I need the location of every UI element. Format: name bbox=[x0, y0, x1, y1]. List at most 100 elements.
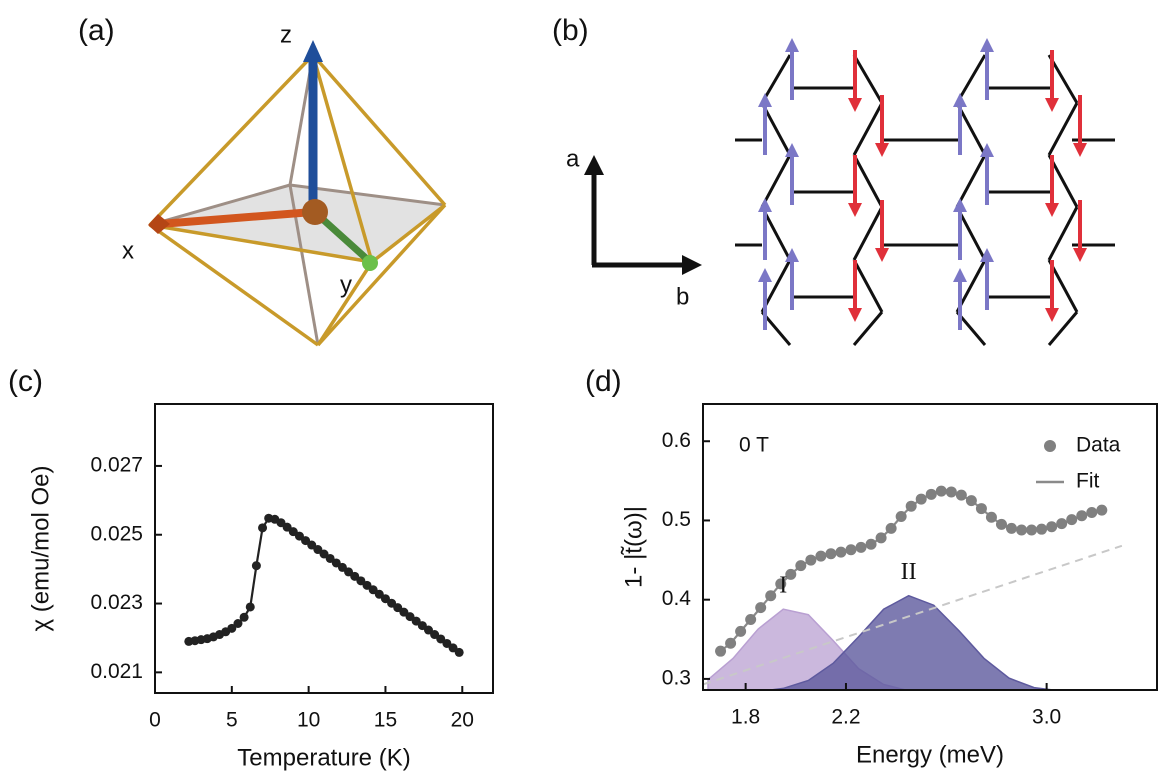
spin-head bbox=[875, 143, 889, 157]
spins bbox=[758, 38, 1087, 330]
data-point bbox=[996, 519, 1007, 530]
data-point bbox=[946, 486, 957, 497]
x-tick-label: 20 bbox=[451, 709, 474, 732]
y-axis-label: 1- |t̃(ω)| bbox=[620, 506, 647, 588]
y-tick-label: 0.023 bbox=[90, 591, 143, 614]
spin-head bbox=[848, 203, 862, 217]
data-point bbox=[966, 495, 977, 506]
spin-head bbox=[758, 198, 772, 212]
panel-b: (b) a b bbox=[552, 14, 1115, 345]
data-point bbox=[1086, 507, 1097, 518]
annotation: 0 T bbox=[739, 434, 769, 457]
x-tick-label: 1.8 bbox=[731, 706, 760, 729]
y-tick-label: 0.025 bbox=[90, 522, 143, 545]
y-tick-label: 0.5 bbox=[662, 508, 691, 531]
data-point bbox=[745, 614, 756, 625]
data-point bbox=[1036, 524, 1047, 535]
bond bbox=[957, 155, 985, 207]
data-point bbox=[240, 613, 249, 622]
spin-head bbox=[980, 38, 994, 52]
axis-name: z bbox=[280, 21, 292, 48]
y-tick-label: 0.6 bbox=[662, 429, 691, 452]
x-axis-label: Energy (meV) bbox=[856, 741, 1004, 768]
data-point bbox=[252, 561, 261, 570]
data-point bbox=[1026, 524, 1037, 535]
x-axis-label: Temperature (K) bbox=[237, 744, 410, 771]
data-point bbox=[896, 511, 907, 522]
spin-head bbox=[758, 93, 772, 107]
panel-label: (c) bbox=[8, 365, 43, 398]
axis-name: a bbox=[566, 145, 580, 172]
peak-label: I bbox=[779, 573, 787, 599]
panel-label: (b) bbox=[552, 14, 589, 47]
data-point bbox=[856, 542, 867, 553]
spin-head bbox=[785, 38, 799, 52]
spin-head bbox=[1045, 98, 1059, 112]
x-tick-label: 5 bbox=[226, 709, 238, 732]
x-tick-label: 0 bbox=[149, 709, 161, 732]
data-point bbox=[755, 602, 766, 613]
data-point bbox=[1016, 524, 1027, 535]
data-point bbox=[956, 490, 967, 501]
data-point bbox=[805, 555, 816, 566]
plot-area bbox=[703, 486, 1122, 695]
spin-head bbox=[1073, 143, 1087, 157]
y-head bbox=[362, 255, 378, 271]
spin-head bbox=[848, 98, 862, 112]
panel-label: (a) bbox=[78, 14, 115, 47]
data-point bbox=[455, 648, 464, 657]
spin-head bbox=[953, 198, 967, 212]
data-point bbox=[258, 523, 267, 532]
spin-head bbox=[875, 248, 889, 262]
data-point bbox=[725, 638, 736, 649]
data-point bbox=[916, 494, 927, 505]
data-point bbox=[976, 503, 987, 514]
data-point bbox=[886, 523, 897, 534]
data-point bbox=[1096, 505, 1107, 516]
x-tick-label: 15 bbox=[374, 709, 397, 732]
data-point bbox=[906, 501, 917, 512]
axis-name: y bbox=[340, 271, 352, 298]
data-point bbox=[715, 646, 726, 657]
page: {"panels": {"a": {"label": "(a)", "axes"… bbox=[0, 0, 1159, 781]
data-point bbox=[1006, 523, 1017, 534]
spin-head bbox=[1045, 308, 1059, 322]
plot-frame bbox=[155, 404, 493, 693]
axis-name: x bbox=[122, 237, 134, 264]
spin-head bbox=[1045, 203, 1059, 217]
data-point bbox=[1066, 514, 1077, 525]
x-tick-label: 3.0 bbox=[1032, 706, 1061, 729]
data-point bbox=[835, 547, 846, 558]
plot-area bbox=[184, 514, 463, 657]
bond bbox=[1049, 103, 1077, 155]
axis-name: b bbox=[676, 283, 689, 310]
spin-head bbox=[953, 268, 967, 282]
y-axis-label: χ (emu/mol Oe) bbox=[27, 466, 54, 632]
bond bbox=[854, 155, 882, 207]
x-tick-label: 2.2 bbox=[831, 706, 860, 729]
data-point bbox=[986, 512, 997, 523]
data-point bbox=[936, 486, 947, 497]
data-point bbox=[246, 602, 255, 611]
bond bbox=[762, 155, 790, 207]
spin-head bbox=[1073, 248, 1087, 262]
data-point bbox=[926, 489, 937, 500]
data-point bbox=[876, 532, 887, 543]
data-point bbox=[1056, 518, 1067, 529]
bond bbox=[854, 312, 882, 345]
y-tick-label: 0.3 bbox=[662, 666, 691, 689]
legend-marker bbox=[1044, 440, 1056, 452]
bond bbox=[1049, 207, 1077, 260]
atom bbox=[302, 199, 328, 225]
panel-label: (d) bbox=[585, 365, 622, 398]
bond bbox=[854, 55, 882, 103]
data-point bbox=[1076, 510, 1087, 521]
data-point bbox=[735, 626, 746, 637]
figure: (a) z x y (b) a b (c)051015200.0210.0230… bbox=[0, 0, 1159, 781]
y-tick-label: 0.021 bbox=[90, 660, 143, 683]
bond bbox=[854, 260, 882, 312]
peak-label: II bbox=[901, 559, 917, 585]
spin-head bbox=[953, 93, 967, 107]
